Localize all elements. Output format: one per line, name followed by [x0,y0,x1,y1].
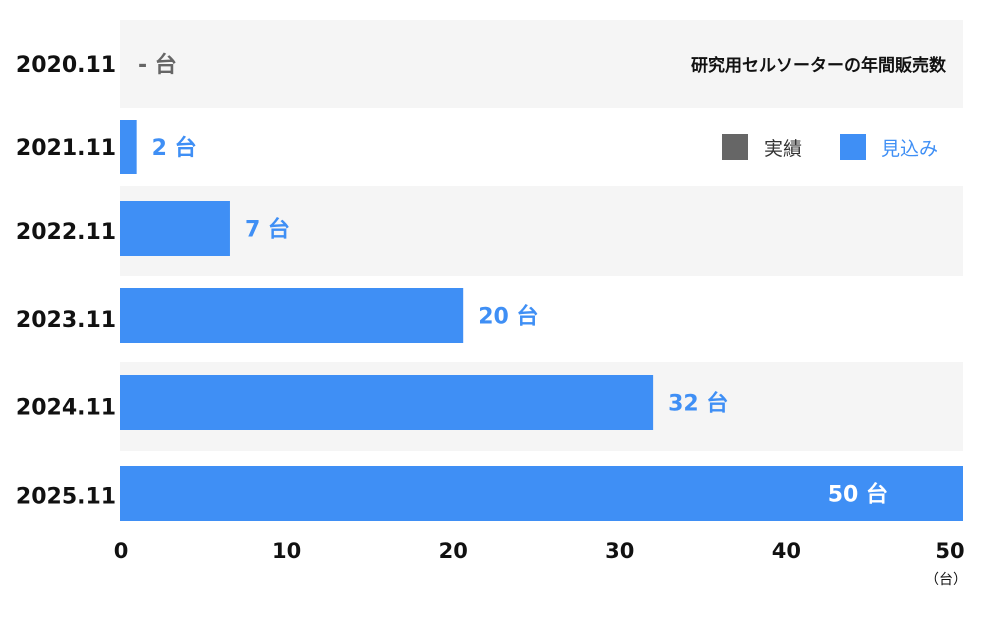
data-labels: - 台 2 台 7 台 20 台 32 台 50 台 [138,52,888,508]
row-bands [120,20,963,540]
legend-swatch-actual [722,134,748,160]
row-band [120,108,963,186]
legend: 実績 見込み [722,134,938,160]
row-band [120,20,963,108]
x-tick-label: 50 [935,539,964,563]
category-label: 2022.11 [16,220,116,245]
category-label: 2023.11 [16,308,116,333]
row-band [120,186,963,276]
category-label: 2024.11 [16,396,116,421]
category-label: 2025.11 [16,485,116,510]
x-tick-label: 10 [272,539,301,563]
bar [120,375,654,430]
x-tick-label: 0 [114,539,129,563]
data-label: 20 台 [478,304,538,330]
bar [120,288,464,343]
x-tick-label: 30 [605,539,634,563]
legend-label-forecast: 見込み [881,138,938,160]
bars [120,120,963,521]
legend-swatch-forecast [840,134,866,160]
data-label: 7 台 [245,217,290,243]
category-label: 2021.11 [16,136,116,161]
data-label: 32 台 [668,391,728,417]
data-label: - 台 [138,52,177,78]
data-label: 2 台 [152,135,197,161]
x-axis-ticks: 0 10 20 30 40 50 [114,539,965,563]
x-axis-unit: （台） [925,572,967,588]
legend-label-actual: 実績 [764,138,802,160]
bar [120,466,963,521]
chart-title: 研究用セルソーターの年間販売数 [691,55,947,76]
x-tick-label: 20 [439,539,468,563]
x-tick-label: 40 [772,539,801,563]
bar [120,201,230,256]
category-labels: 2020.11 2021.11 2022.11 2023.11 2024.11 2025.… [16,53,116,510]
data-label: 50 台 [828,482,888,508]
bar [120,120,137,174]
category-label: 2020.11 [16,53,116,78]
